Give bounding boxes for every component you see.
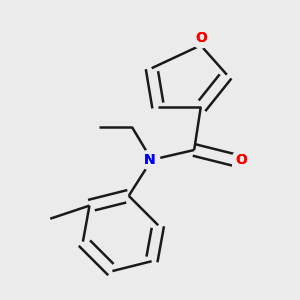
- Text: N: N: [144, 153, 156, 167]
- Text: O: O: [236, 153, 248, 167]
- Text: O: O: [195, 31, 207, 45]
- Circle shape: [191, 28, 211, 48]
- Circle shape: [140, 150, 160, 170]
- Circle shape: [232, 150, 251, 170]
- Text: O: O: [236, 153, 248, 167]
- Text: N: N: [144, 153, 156, 167]
- Text: O: O: [195, 31, 207, 45]
